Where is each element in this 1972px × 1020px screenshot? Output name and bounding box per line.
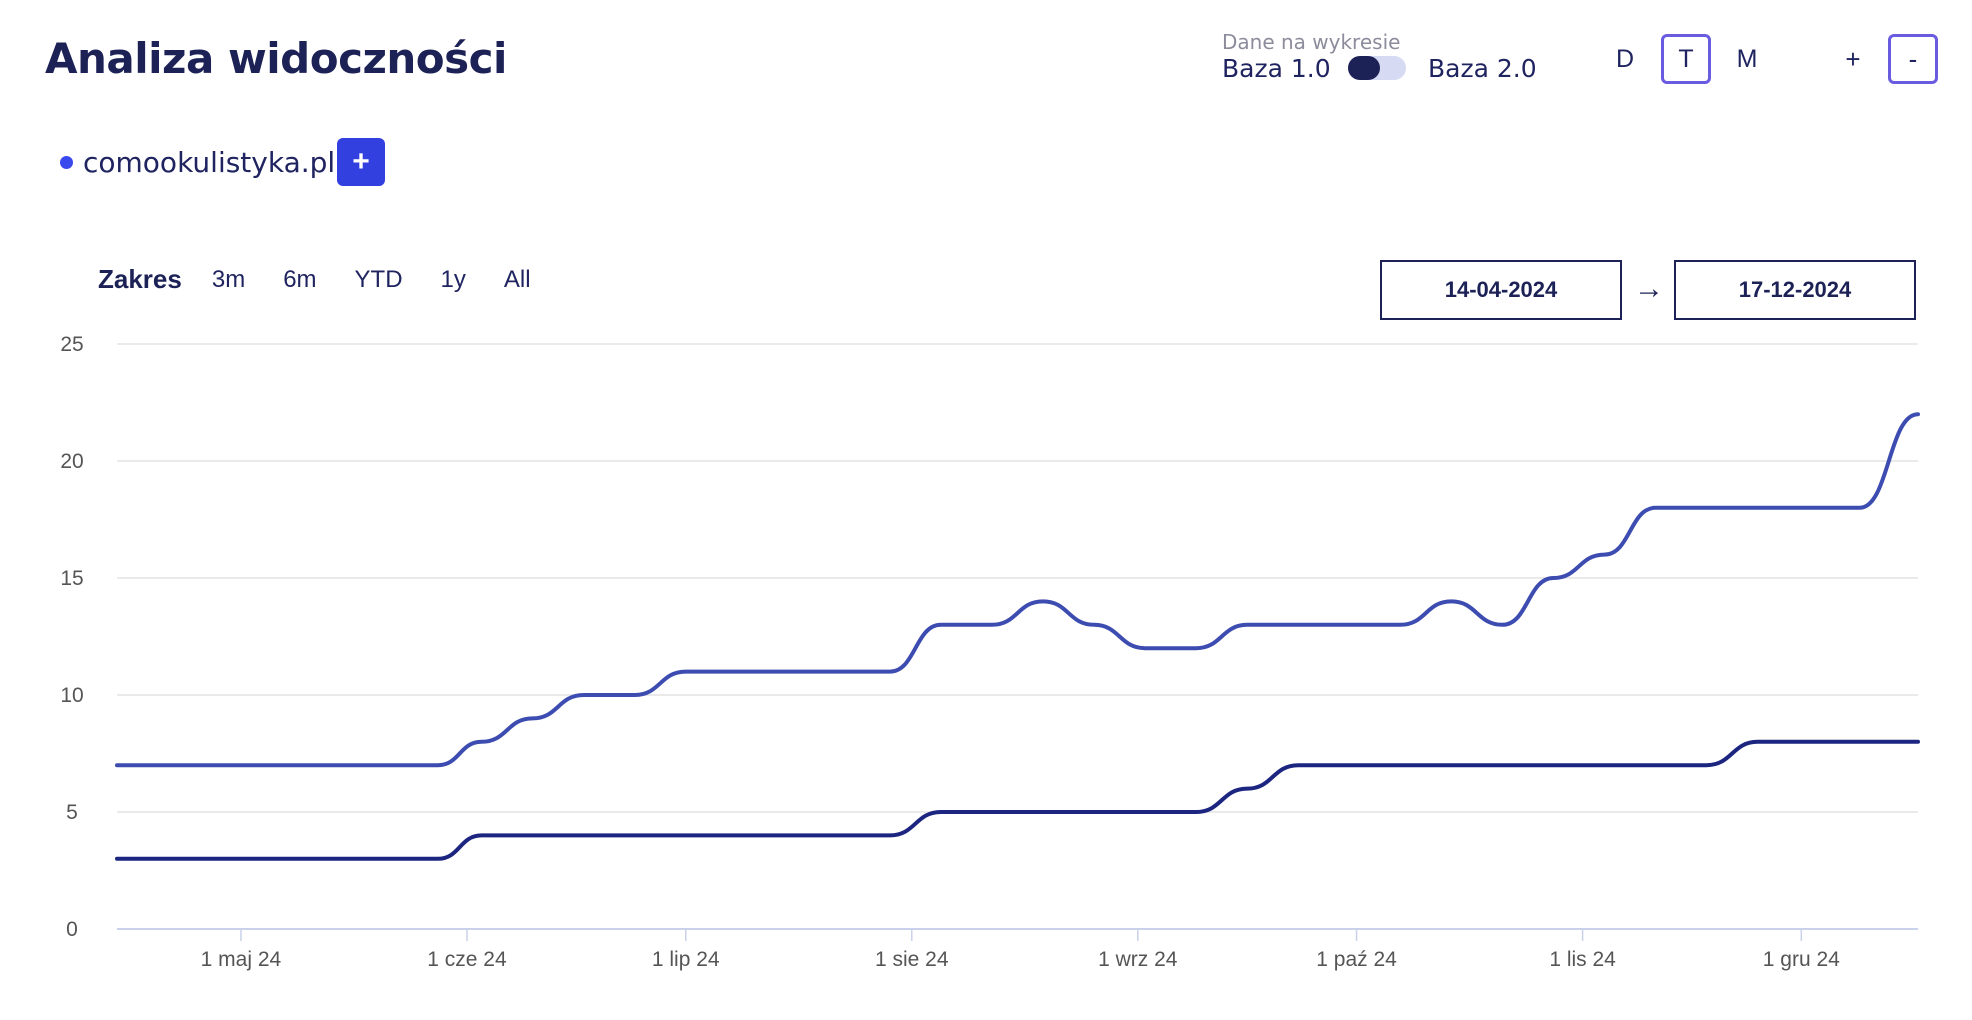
y-tick-label: 25 bbox=[60, 333, 83, 356]
y-tick-label: 20 bbox=[60, 450, 83, 473]
y-tick-label: 0 bbox=[66, 918, 78, 941]
y-tick-label: 5 bbox=[66, 801, 78, 824]
granularity-day-button[interactable]: D bbox=[1615, 44, 1635, 73]
data-source-toggle-group: Dane na wykresie Baza 1.0 Baza 2.0 bbox=[1222, 28, 1542, 88]
range-label: Zakres bbox=[98, 264, 182, 294]
legend-site-label[interactable]: comookulistyka.pl bbox=[83, 146, 336, 179]
range-selector: Zakres 3m 6m YTD 1y All bbox=[98, 264, 569, 295]
page-title: Analiza widoczności bbox=[45, 34, 507, 83]
range-option-3m[interactable]: 3m bbox=[211, 265, 246, 293]
y-tick-label: 15 bbox=[60, 567, 83, 590]
zoom-in-button[interactable]: + bbox=[1845, 43, 1861, 74]
arrow-right-icon: → bbox=[1634, 272, 1664, 305]
x-tick-label: 1 cze 24 bbox=[427, 948, 507, 971]
series-line-1 bbox=[115, 412, 1920, 768]
range-option-ytd[interactable]: YTD bbox=[354, 265, 403, 293]
granularity-month-button[interactable]: M bbox=[1736, 44, 1758, 73]
y-tick-label: 10 bbox=[60, 684, 83, 707]
date-from-input[interactable]: 14-04-2024 bbox=[1380, 260, 1622, 320]
date-to-input[interactable]: 17-12-2024 bbox=[1674, 260, 1916, 320]
zoom-out-button[interactable]: - bbox=[1888, 34, 1938, 84]
x-tick-label: 1 wrz 24 bbox=[1098, 948, 1178, 971]
add-site-button[interactable]: + bbox=[337, 138, 385, 186]
x-tick-label: 1 sie 24 bbox=[875, 948, 949, 971]
toggle-label-baza-2[interactable]: Baza 2.0 bbox=[1428, 54, 1537, 83]
x-tick-label: 1 paź 24 bbox=[1316, 948, 1397, 971]
series-line-2 bbox=[115, 739, 1920, 861]
range-option-1y[interactable]: 1y bbox=[440, 265, 466, 293]
legend: comookulistyka.pl bbox=[60, 146, 335, 179]
data-source-toggle[interactable] bbox=[1348, 56, 1406, 80]
x-tick-label: 1 lis 24 bbox=[1549, 948, 1616, 971]
toggle-caption: Dane na wykresie bbox=[1222, 30, 1401, 54]
legend-marker-icon bbox=[60, 156, 73, 169]
x-tick-label: 1 gru 24 bbox=[1763, 948, 1840, 971]
range-option-6m[interactable]: 6m bbox=[283, 265, 317, 293]
toggle-knob bbox=[1348, 56, 1380, 80]
x-tick-label: 1 maj 24 bbox=[201, 948, 282, 971]
x-tick-label: 1 lip 24 bbox=[652, 948, 720, 971]
toggle-label-baza-1[interactable]: Baza 1.0 bbox=[1222, 54, 1331, 83]
granularity-week-button[interactable]: T bbox=[1661, 34, 1711, 84]
range-option-all[interactable]: All bbox=[503, 265, 531, 293]
